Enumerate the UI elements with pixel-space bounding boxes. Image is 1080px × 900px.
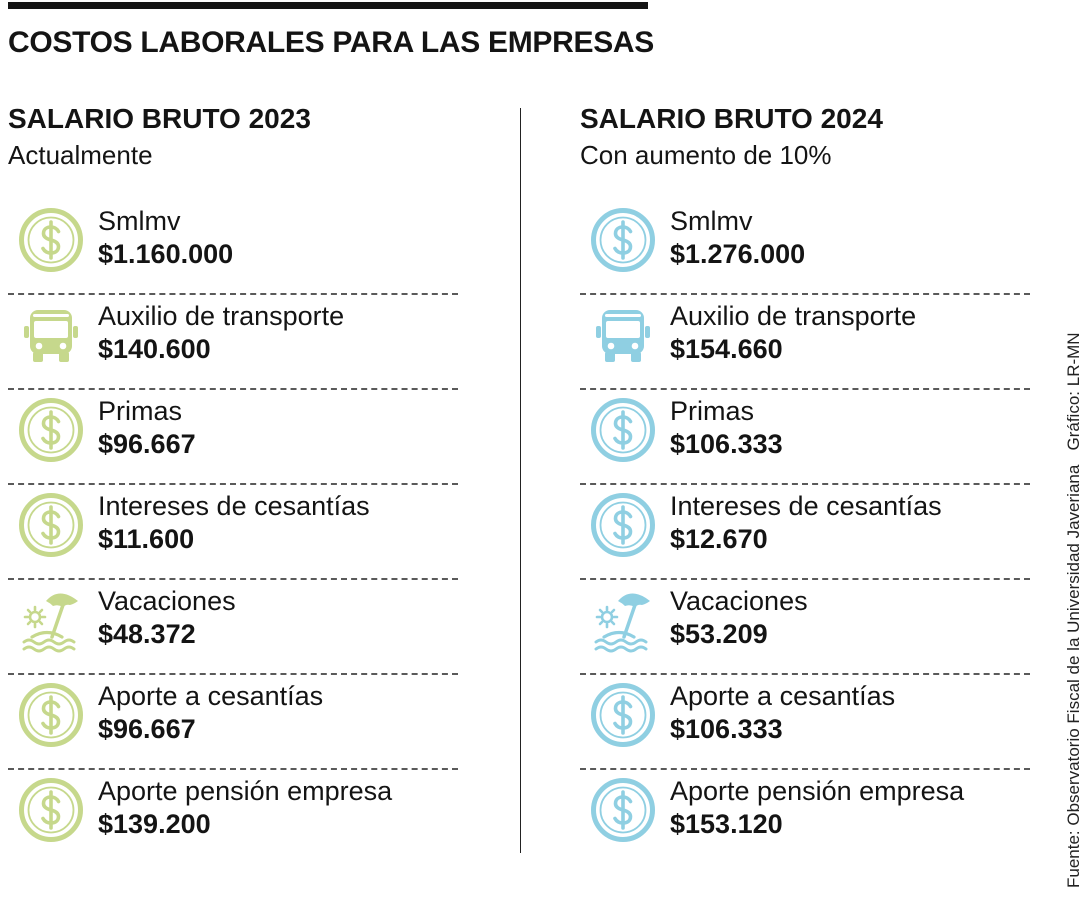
cost-value: $139.200 (98, 809, 211, 839)
cost-item-primas: Primas $96.667 (8, 392, 458, 487)
cost-item-cesantias: Aporte a cesantías $96.667 (8, 677, 458, 772)
cost-label: Primas (670, 396, 755, 426)
cost-item-transport: Auxilio de transporte $154.660 (580, 297, 1030, 392)
dollar-icon (590, 207, 656, 273)
cost-item-smlmv: Smlmv $1.276.000 (580, 202, 1030, 297)
cost-label: Auxilio de transporte (98, 301, 345, 331)
column-2023: SALARIO BRUTO 2023 Actualmente Smlmv $1.… (8, 100, 468, 842)
cost-list: Smlmv $1.276.000 Auxilio de transporte $… (580, 202, 1030, 867)
column-title: SALARIO BRUTO 2024 (580, 103, 883, 134)
column-subtitle: Con aumento de 10% (580, 140, 832, 170)
bus-icon (590, 302, 656, 368)
dollar-icon (590, 682, 656, 748)
dollar-icon (18, 397, 84, 463)
cost-label: Aporte pensión empresa (98, 776, 393, 806)
beach-umbrella-icon (590, 587, 656, 653)
cost-value: $140.600 (98, 334, 211, 364)
source-text: Fuente: Observatorio Fiscal de la Univer… (1064, 464, 1080, 888)
dollar-icon (18, 777, 84, 843)
graphic-credit: Gráfico: LR-MN (1064, 332, 1080, 451)
cost-value: $11.600 (98, 524, 195, 554)
cost-value: $53.209 (670, 619, 768, 649)
dollar-icon (590, 397, 656, 463)
cost-value: $106.333 (670, 429, 783, 459)
source-credit: Fuente: Observatorio Fiscal de la Univer… (1064, 332, 1080, 888)
cost-item-vacaciones: Vacaciones $48.372 (8, 582, 458, 677)
dollar-icon (18, 492, 84, 558)
cost-label: Vacaciones (670, 586, 808, 616)
cost-item-intereses: Intereses de cesantías $12.670 (580, 487, 1030, 582)
cost-label: Primas (98, 396, 183, 426)
cost-value: $12.670 (670, 524, 768, 554)
cost-value: $1.160.000 (98, 239, 234, 269)
column-subtitle: Actualmente (8, 140, 153, 170)
bus-icon (18, 302, 84, 368)
cost-label: Smlmv (670, 206, 753, 236)
cost-label: Aporte a cesantías (98, 681, 324, 711)
cost-item-intereses: Intereses de cesantías $11.600 (8, 487, 458, 582)
dollar-icon (18, 682, 84, 748)
cost-item-pension: Aporte pensión empresa $139.200 (8, 772, 458, 867)
page-title: COSTOS LABORALES PARA LAS EMPRESAS (8, 26, 654, 59)
column-2024: SALARIO BRUTO 2024 Con aumento de 10% Sm… (580, 100, 1040, 842)
cost-item-vacaciones: Vacaciones $53.209 (580, 582, 1030, 677)
cost-item-pension: Aporte pensión empresa $153.120 (580, 772, 1030, 867)
cost-label: Vacaciones (98, 586, 236, 616)
cost-label: Auxilio de transporte (670, 301, 917, 331)
cost-label: Aporte pensión empresa (670, 776, 965, 806)
cost-value: $153.120 (670, 809, 783, 839)
cost-list: Smlmv $1.160.000 Auxilio de transporte $… (8, 202, 458, 867)
cost-value: $48.372 (98, 619, 196, 649)
top-rule (8, 2, 648, 9)
beach-umbrella-icon (18, 587, 84, 653)
dollar-icon (18, 207, 84, 273)
cost-item-transport: Auxilio de transporte $140.600 (8, 297, 458, 392)
cost-value: $1.276.000 (670, 239, 806, 269)
cost-value: $96.667 (98, 429, 196, 459)
cost-label: Intereses de cesantías (670, 491, 942, 521)
cost-value: $106.333 (670, 714, 783, 744)
cost-value: $96.667 (98, 714, 196, 744)
cost-item-smlmv: Smlmv $1.160.000 (8, 202, 458, 297)
dollar-icon (590, 492, 656, 558)
cost-label: Smlmv (98, 206, 181, 236)
cost-label: Aporte a cesantías (670, 681, 896, 711)
column-divider (520, 108, 521, 853)
cost-label: Intereses de cesantías (98, 491, 370, 521)
dollar-icon (590, 777, 656, 843)
column-title: SALARIO BRUTO 2023 (8, 103, 311, 134)
cost-value: $154.660 (670, 334, 783, 364)
cost-item-primas: Primas $106.333 (580, 392, 1030, 487)
cost-item-cesantias: Aporte a cesantías $106.333 (580, 677, 1030, 772)
